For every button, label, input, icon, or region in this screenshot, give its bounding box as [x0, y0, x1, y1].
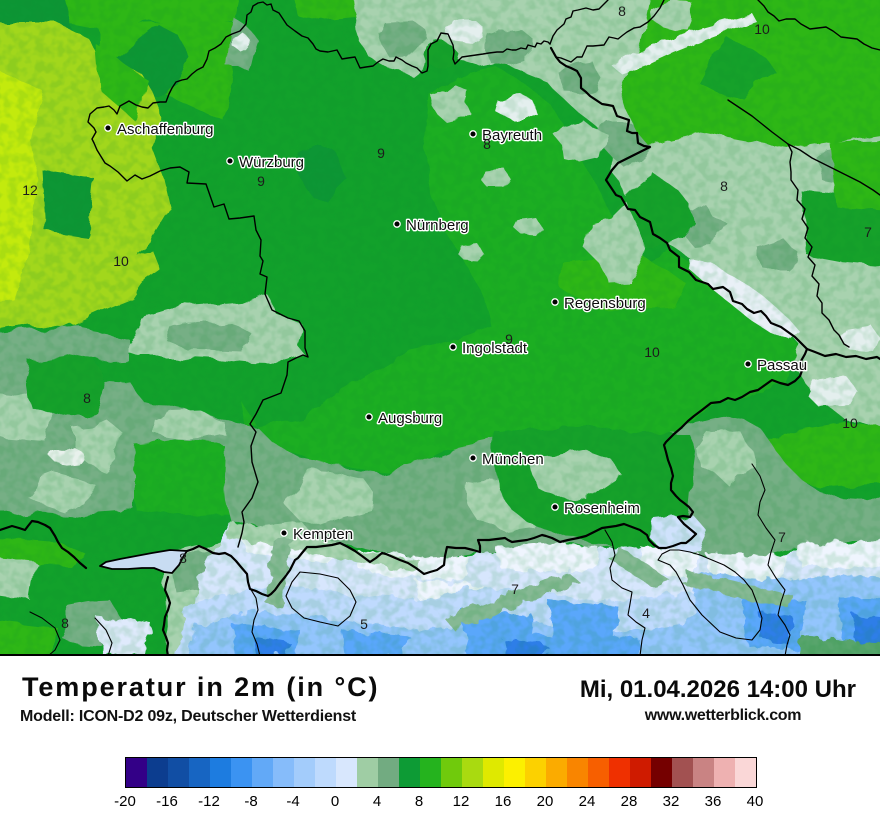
svg-text:Regensburg: Regensburg: [564, 295, 646, 312]
svg-text:Kempten: Kempten: [293, 526, 353, 543]
svg-text:10: 10: [644, 344, 660, 360]
svg-text:Würzburg: Würzburg: [239, 154, 304, 171]
svg-text:Aschaffenburg: Aschaffenburg: [117, 121, 213, 138]
svg-text:12: 12: [22, 182, 38, 198]
svg-text:9: 9: [377, 145, 385, 161]
svg-text:Rosenheim: Rosenheim: [564, 500, 640, 517]
svg-text:8: 8: [61, 615, 69, 631]
svg-text:München: München: [482, 451, 544, 468]
svg-text:4: 4: [642, 605, 650, 621]
svg-text:8: 8: [83, 390, 91, 406]
svg-text:10: 10: [842, 415, 858, 431]
svg-text:Bayreuth: Bayreuth: [482, 127, 542, 144]
svg-text:Nürnberg: Nürnberg: [406, 217, 469, 234]
svg-text:8: 8: [483, 136, 491, 152]
svg-text:7: 7: [864, 224, 872, 240]
svg-text:Passau: Passau: [757, 357, 807, 374]
svg-text:5: 5: [360, 616, 368, 632]
svg-text:9: 9: [505, 331, 513, 347]
svg-text:Ingolstadt: Ingolstadt: [462, 340, 528, 357]
svg-text:Augsburg: Augsburg: [378, 410, 442, 427]
svg-text:8: 8: [618, 3, 626, 19]
svg-text:9: 9: [257, 173, 265, 189]
svg-text:8: 8: [720, 178, 728, 194]
svg-text:7: 7: [778, 529, 786, 545]
svg-text:10: 10: [113, 253, 129, 269]
svg-text:8: 8: [179, 550, 187, 566]
svg-text:10: 10: [754, 21, 770, 37]
svg-text:7: 7: [511, 581, 519, 597]
